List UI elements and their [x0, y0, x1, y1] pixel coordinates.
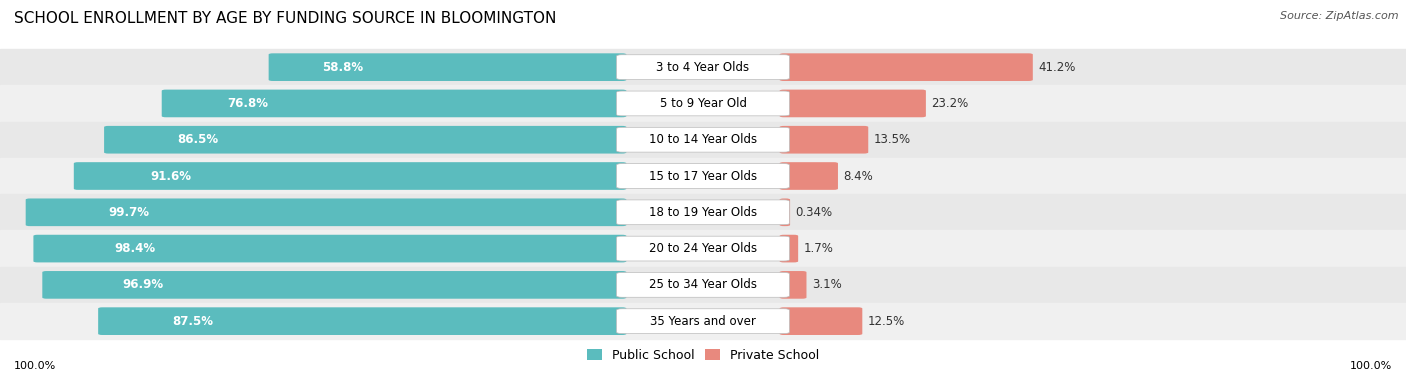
- Text: 0.34%: 0.34%: [796, 206, 832, 219]
- Text: 100.0%: 100.0%: [14, 361, 56, 371]
- Text: 98.4%: 98.4%: [115, 242, 156, 255]
- Text: 58.8%: 58.8%: [322, 61, 363, 74]
- Text: 5 to 9 Year Old: 5 to 9 Year Old: [659, 97, 747, 110]
- Text: 20 to 24 Year Olds: 20 to 24 Year Olds: [650, 242, 756, 255]
- Text: 96.9%: 96.9%: [122, 278, 163, 291]
- Text: 76.8%: 76.8%: [228, 97, 269, 110]
- Text: 1.7%: 1.7%: [804, 242, 834, 255]
- Text: 18 to 19 Year Olds: 18 to 19 Year Olds: [650, 206, 756, 219]
- Text: 86.5%: 86.5%: [177, 133, 218, 146]
- Text: 87.5%: 87.5%: [172, 315, 212, 328]
- Text: 13.5%: 13.5%: [875, 133, 911, 146]
- Text: 25 to 34 Year Olds: 25 to 34 Year Olds: [650, 278, 756, 291]
- Text: 100.0%: 100.0%: [1350, 361, 1392, 371]
- Text: Source: ZipAtlas.com: Source: ZipAtlas.com: [1281, 11, 1399, 21]
- Text: 35 Years and over: 35 Years and over: [650, 315, 756, 328]
- Text: 41.2%: 41.2%: [1039, 61, 1076, 74]
- Text: SCHOOL ENROLLMENT BY AGE BY FUNDING SOURCE IN BLOOMINGTON: SCHOOL ENROLLMENT BY AGE BY FUNDING SOUR…: [14, 11, 557, 26]
- Text: 91.6%: 91.6%: [150, 170, 191, 182]
- Text: 3 to 4 Year Olds: 3 to 4 Year Olds: [657, 61, 749, 74]
- Legend: Public School, Private School: Public School, Private School: [582, 344, 824, 367]
- Text: 23.2%: 23.2%: [932, 97, 969, 110]
- Text: 3.1%: 3.1%: [813, 278, 842, 291]
- Text: 99.7%: 99.7%: [108, 206, 149, 219]
- Text: 8.4%: 8.4%: [844, 170, 873, 182]
- Text: 10 to 14 Year Olds: 10 to 14 Year Olds: [650, 133, 756, 146]
- Text: 12.5%: 12.5%: [868, 315, 905, 328]
- Text: 15 to 17 Year Olds: 15 to 17 Year Olds: [650, 170, 756, 182]
